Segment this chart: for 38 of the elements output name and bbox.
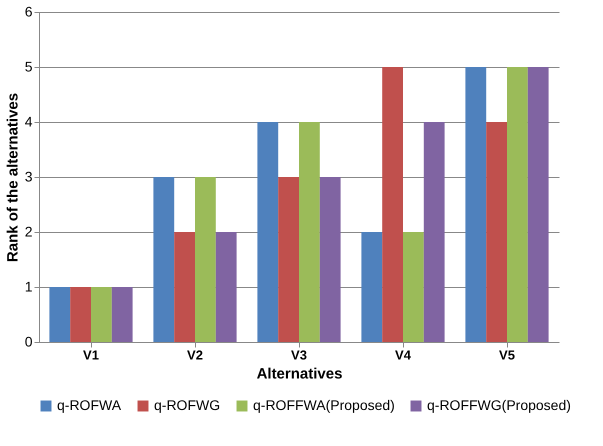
x-tick-label: V2 <box>187 348 203 362</box>
x-tick-label: V5 <box>499 348 515 362</box>
bar <box>528 67 549 342</box>
x-tick-label: V3 <box>291 348 307 362</box>
x-tick-label: V1 <box>83 348 99 362</box>
y-tick-label: 1 <box>24 278 33 294</box>
bar <box>153 177 174 342</box>
y-tick-label: 2 <box>24 224 33 240</box>
bar <box>91 287 112 342</box>
bar <box>382 67 403 342</box>
bar <box>278 177 299 342</box>
bar <box>195 177 216 342</box>
legend-label: q-ROFWG <box>154 397 220 413</box>
bar <box>403 232 424 342</box>
bar <box>70 287 91 342</box>
legend-label: q-ROFWA <box>57 397 122 413</box>
bar <box>299 122 320 342</box>
y-tick-label: 5 <box>24 58 33 74</box>
y-axis-title: Rank of the alternatives <box>4 92 22 262</box>
bar <box>486 122 507 342</box>
y-tick-label: 3 <box>24 168 33 184</box>
bar <box>361 232 382 342</box>
bar <box>257 122 278 342</box>
bar <box>174 232 195 342</box>
bar <box>424 122 445 342</box>
x-tick-label: V4 <box>395 348 412 362</box>
bar <box>216 232 237 342</box>
y-tick-label: 6 <box>24 4 33 20</box>
y-tick-label: 0 <box>24 334 33 350</box>
x-axis-title: Alternatives <box>256 366 342 382</box>
legend-label: q-ROFFWG(Proposed) <box>427 397 571 413</box>
bar <box>465 67 486 342</box>
bar <box>320 177 341 342</box>
legend-label: q-ROFFWA(Proposed) <box>253 397 395 413</box>
bar <box>507 67 528 342</box>
y-tick-label: 4 <box>24 114 33 130</box>
bar <box>49 287 70 342</box>
bar <box>112 287 133 342</box>
